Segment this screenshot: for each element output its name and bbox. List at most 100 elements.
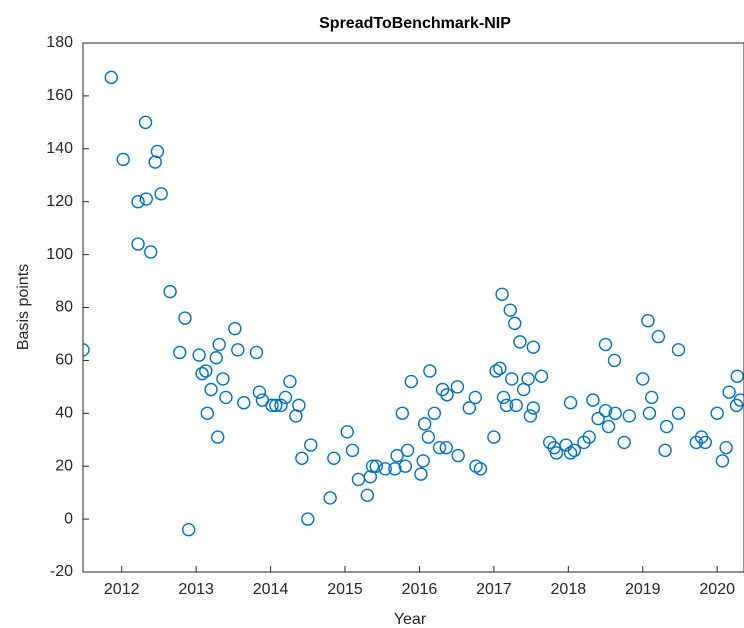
point bbox=[622, 409, 637, 423]
point bbox=[526, 401, 541, 415]
point bbox=[292, 398, 306, 413]
point bbox=[521, 372, 535, 386]
point bbox=[608, 406, 622, 420]
point bbox=[304, 438, 318, 452]
point bbox=[598, 403, 613, 418]
point bbox=[489, 364, 503, 378]
point bbox=[601, 419, 616, 434]
point bbox=[469, 459, 483, 473]
point bbox=[323, 491, 337, 505]
y-tick-label: 180 bbox=[46, 34, 73, 51]
point bbox=[363, 470, 378, 484]
point bbox=[468, 390, 482, 405]
point bbox=[148, 155, 162, 169]
point bbox=[182, 522, 196, 537]
y-tick-label: -20 bbox=[50, 563, 73, 580]
chart-title: SpreadToBenchmark-NIP bbox=[319, 15, 511, 32]
point bbox=[395, 406, 410, 420]
point bbox=[440, 388, 454, 402]
point bbox=[83, 343, 90, 357]
point bbox=[200, 406, 215, 420]
point bbox=[671, 343, 686, 357]
point bbox=[139, 192, 153, 206]
point bbox=[526, 340, 541, 354]
point bbox=[195, 366, 209, 381]
point bbox=[423, 364, 437, 378]
point bbox=[231, 343, 245, 357]
point bbox=[390, 448, 404, 463]
point bbox=[493, 361, 507, 376]
point bbox=[450, 380, 465, 394]
point bbox=[116, 152, 130, 167]
point bbox=[131, 237, 145, 251]
point bbox=[487, 430, 501, 444]
point bbox=[509, 398, 523, 413]
point bbox=[651, 329, 666, 344]
y-tick-label: 60 bbox=[55, 352, 73, 369]
point bbox=[265, 398, 279, 413]
point bbox=[211, 430, 225, 444]
point bbox=[274, 398, 288, 413]
y-tick-label: 0 bbox=[64, 510, 73, 527]
y-tick-label: 40 bbox=[55, 405, 73, 422]
y-tick-label: 140 bbox=[46, 140, 73, 157]
point bbox=[360, 488, 375, 502]
point bbox=[642, 406, 657, 420]
point bbox=[698, 435, 712, 450]
point bbox=[451, 448, 465, 463]
point bbox=[730, 369, 744, 383]
point bbox=[283, 374, 297, 389]
point bbox=[131, 194, 145, 209]
point bbox=[173, 345, 187, 360]
x-tick-label: 2019 bbox=[625, 581, 661, 598]
y-tick-label: 160 bbox=[46, 87, 73, 104]
point bbox=[216, 372, 230, 386]
y-tick-label: 20 bbox=[55, 457, 73, 474]
point bbox=[404, 374, 418, 389]
point bbox=[212, 337, 226, 352]
points bbox=[83, 70, 744, 537]
point bbox=[607, 353, 622, 368]
point bbox=[209, 351, 223, 365]
x-tick-label: 2013 bbox=[178, 581, 214, 598]
point bbox=[388, 462, 402, 476]
point bbox=[204, 382, 218, 397]
point bbox=[503, 303, 517, 317]
point bbox=[150, 144, 165, 159]
x-tick-label: 2012 bbox=[104, 581, 140, 598]
y-tick-label: 120 bbox=[46, 193, 73, 210]
point bbox=[534, 369, 549, 383]
x-tick-label: 2014 bbox=[253, 581, 289, 598]
point bbox=[644, 390, 659, 405]
point bbox=[659, 419, 674, 434]
point bbox=[508, 316, 522, 331]
x-tick-label: 2016 bbox=[402, 581, 438, 598]
point bbox=[549, 446, 564, 460]
x-tick-label: 2020 bbox=[699, 581, 735, 598]
point bbox=[345, 443, 360, 458]
point bbox=[710, 406, 724, 420]
point bbox=[658, 443, 672, 458]
point bbox=[523, 409, 538, 423]
y-tick-label: 100 bbox=[46, 246, 73, 263]
x-axis-label: Year bbox=[394, 611, 427, 628]
point bbox=[733, 393, 744, 407]
point bbox=[144, 245, 158, 259]
point bbox=[295, 451, 309, 465]
point bbox=[178, 311, 192, 325]
point bbox=[301, 512, 315, 526]
point bbox=[591, 411, 605, 426]
point bbox=[719, 440, 733, 455]
point bbox=[427, 406, 442, 420]
axes-box bbox=[82, 42, 744, 573]
point bbox=[414, 467, 428, 481]
point bbox=[513, 335, 527, 349]
point bbox=[563, 396, 578, 410]
point bbox=[138, 115, 153, 130]
point bbox=[722, 385, 736, 399]
point bbox=[219, 390, 233, 405]
point bbox=[199, 364, 213, 378]
point bbox=[327, 451, 341, 465]
point bbox=[598, 337, 613, 352]
